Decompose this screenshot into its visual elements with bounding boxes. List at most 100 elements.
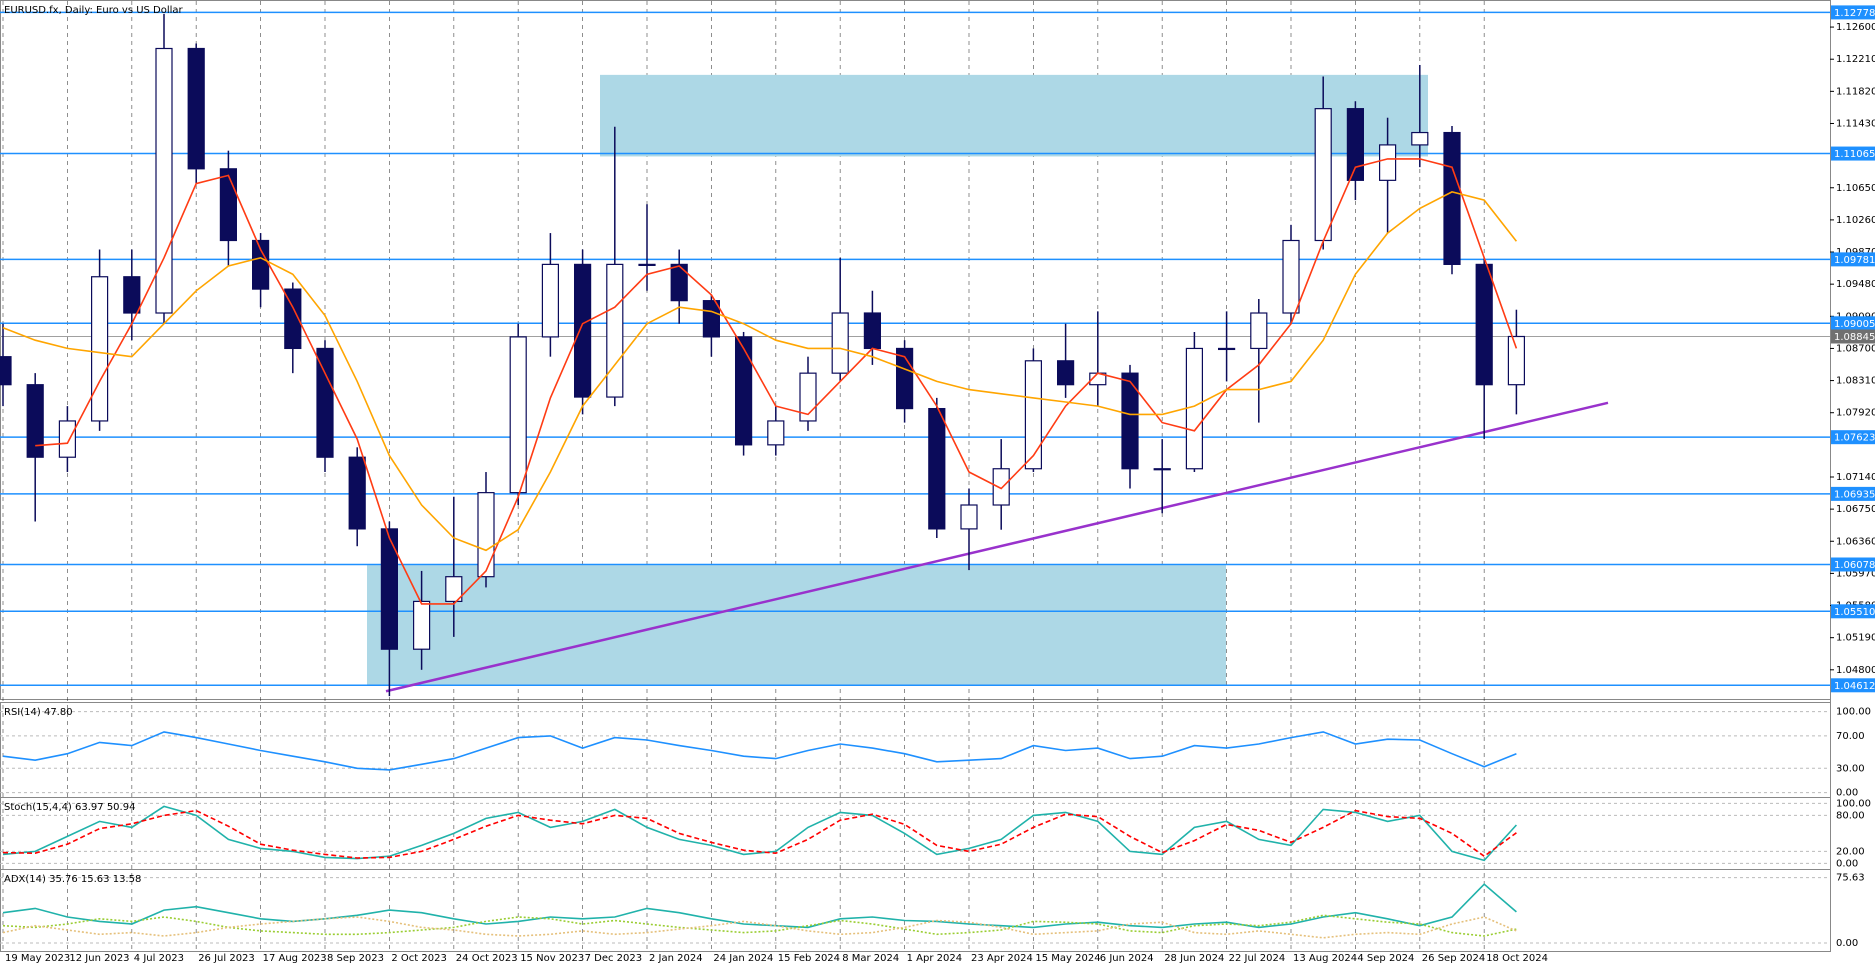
x-tick-label: 8 Sep 2023 [327,953,384,964]
candle-body [1056,360,1075,386]
candle-body [1475,263,1493,386]
candle-body [123,276,141,314]
y-tick-label: 1.08700 [1836,343,1875,354]
candle-body [187,47,205,170]
candle-body [734,336,753,446]
candle-body [1282,239,1300,314]
price-zone [367,565,1226,686]
x-tick-label: 23 Apr 2024 [971,953,1033,964]
x-tick-label: 8 Mar 2024 [842,953,899,964]
y-tick-label: 1.07140 [1836,472,1875,483]
x-tick-label: 1 Apr 2024 [907,953,962,964]
y-tick-label: 1.11430 [1836,118,1875,129]
candle-body [155,47,173,314]
y-tick-label: 30.00 [1836,763,1865,774]
y-tick-label: 1.10260 [1836,215,1875,226]
level-label: 1.06078 [1834,560,1875,571]
panel-title: Stoch(15,4,4) 63.97 50.94 [4,802,135,813]
indicator-line [2,916,1517,939]
indicator-line [2,883,1517,929]
x-tick-label: 28 Jun 2024 [1164,953,1224,964]
panel-title: ADX(14) 35.76 15.63 13.58 [4,874,141,885]
indicator-line [35,158,1518,605]
candle-body [670,263,688,302]
x-tick-label: 12 Jun 2023 [69,953,129,964]
price-zone [600,74,1428,157]
candle-body [1378,144,1397,181]
x-tick-label: 4 Jul 2023 [134,953,184,964]
current-price-box [1831,329,1875,344]
level-label: 1.12778 [1834,8,1875,19]
y-tick-label: 100.00 [1836,798,1871,809]
y-tick-label: 1.09480 [1836,279,1875,290]
candle-body [1250,312,1268,350]
candle-body [767,420,785,446]
level-label: 1.11065 [1834,149,1875,160]
candle-body [831,312,849,374]
candle-body [1346,108,1365,181]
y-tick-label: 1.11820 [1836,86,1875,97]
x-tick-label: 22 Jul 2024 [1229,953,1286,964]
x-tick-label: 26 Sep 2024 [1422,953,1485,964]
level-label: 1.06935 [1834,489,1875,500]
panel-title: EURUSD.fx, Daily: Euro vs US Dollar [4,5,184,16]
level-label-box [1831,5,1875,20]
candle-body [445,576,463,603]
level-label: 1.09005 [1834,319,1875,330]
level-label-box [1831,316,1875,331]
candle-body [638,263,656,266]
x-tick-label: 19 May 2023 [5,953,70,964]
indicator-line [2,914,1517,937]
candle-body [477,492,495,578]
candle-body [380,528,398,650]
indicator-line [2,731,1517,771]
x-tick-label: 4 Sep 2024 [1357,953,1414,964]
y-tick-label: 0.00 [1836,938,1858,949]
y-tick-label: 1.05190 [1836,633,1875,644]
y-tick-label: 1.06360 [1836,536,1875,547]
candle-body [1121,372,1139,470]
candle-body [992,468,1010,506]
level-label-box [1831,146,1875,161]
y-tick-label: 1.04800 [1836,665,1875,676]
y-tick-label: 100.00 [1836,707,1871,718]
y-tick-label: 1.12600 [1836,22,1875,33]
y-tick-label: 1.07920 [1836,408,1875,419]
level-label: 1.04612 [1834,681,1875,692]
indicator-line [2,805,1517,862]
x-tick-label: 2 Jan 2024 [649,953,703,964]
y-tick-label: 1.08310 [1836,376,1875,387]
candle-body [702,300,721,338]
y-tick-label: 1.06750 [1836,504,1875,515]
candle-body [541,263,560,338]
x-tick-label: 15 May 2024 [1035,953,1100,964]
candle-body [1411,131,1429,146]
candle-body [928,407,946,530]
x-tick-label: 15 Nov 2023 [520,953,584,964]
y-tick-label: 80.00 [1836,810,1865,821]
candle-body [90,276,109,422]
x-tick-label: 24 Jan 2024 [713,953,773,964]
candle-body [58,420,77,458]
trendline [385,401,1609,693]
candle-body [284,288,302,350]
level-label: 1.07623 [1834,433,1875,444]
y-tick-label: 0.00 [1836,788,1858,799]
indicator-line [2,809,1517,859]
x-tick-label: 26 Jul 2023 [198,953,255,964]
level-label-box [1831,557,1875,572]
level-label: 1.05510 [1834,607,1875,618]
candle-body [0,356,12,386]
level-label-box [1831,486,1875,501]
panel-title: RSI(14) 47.80 [4,707,73,718]
y-tick-label: 20.00 [1836,846,1865,857]
candle-body [1153,468,1171,471]
y-tick-label: 70.00 [1836,731,1865,742]
candle-body [348,456,366,530]
candle-body [1024,360,1043,470]
candle-body [1217,347,1236,351]
candle-body [1314,108,1332,242]
x-tick-label: 7 Dec 2023 [585,953,643,964]
candle-body [863,312,882,350]
